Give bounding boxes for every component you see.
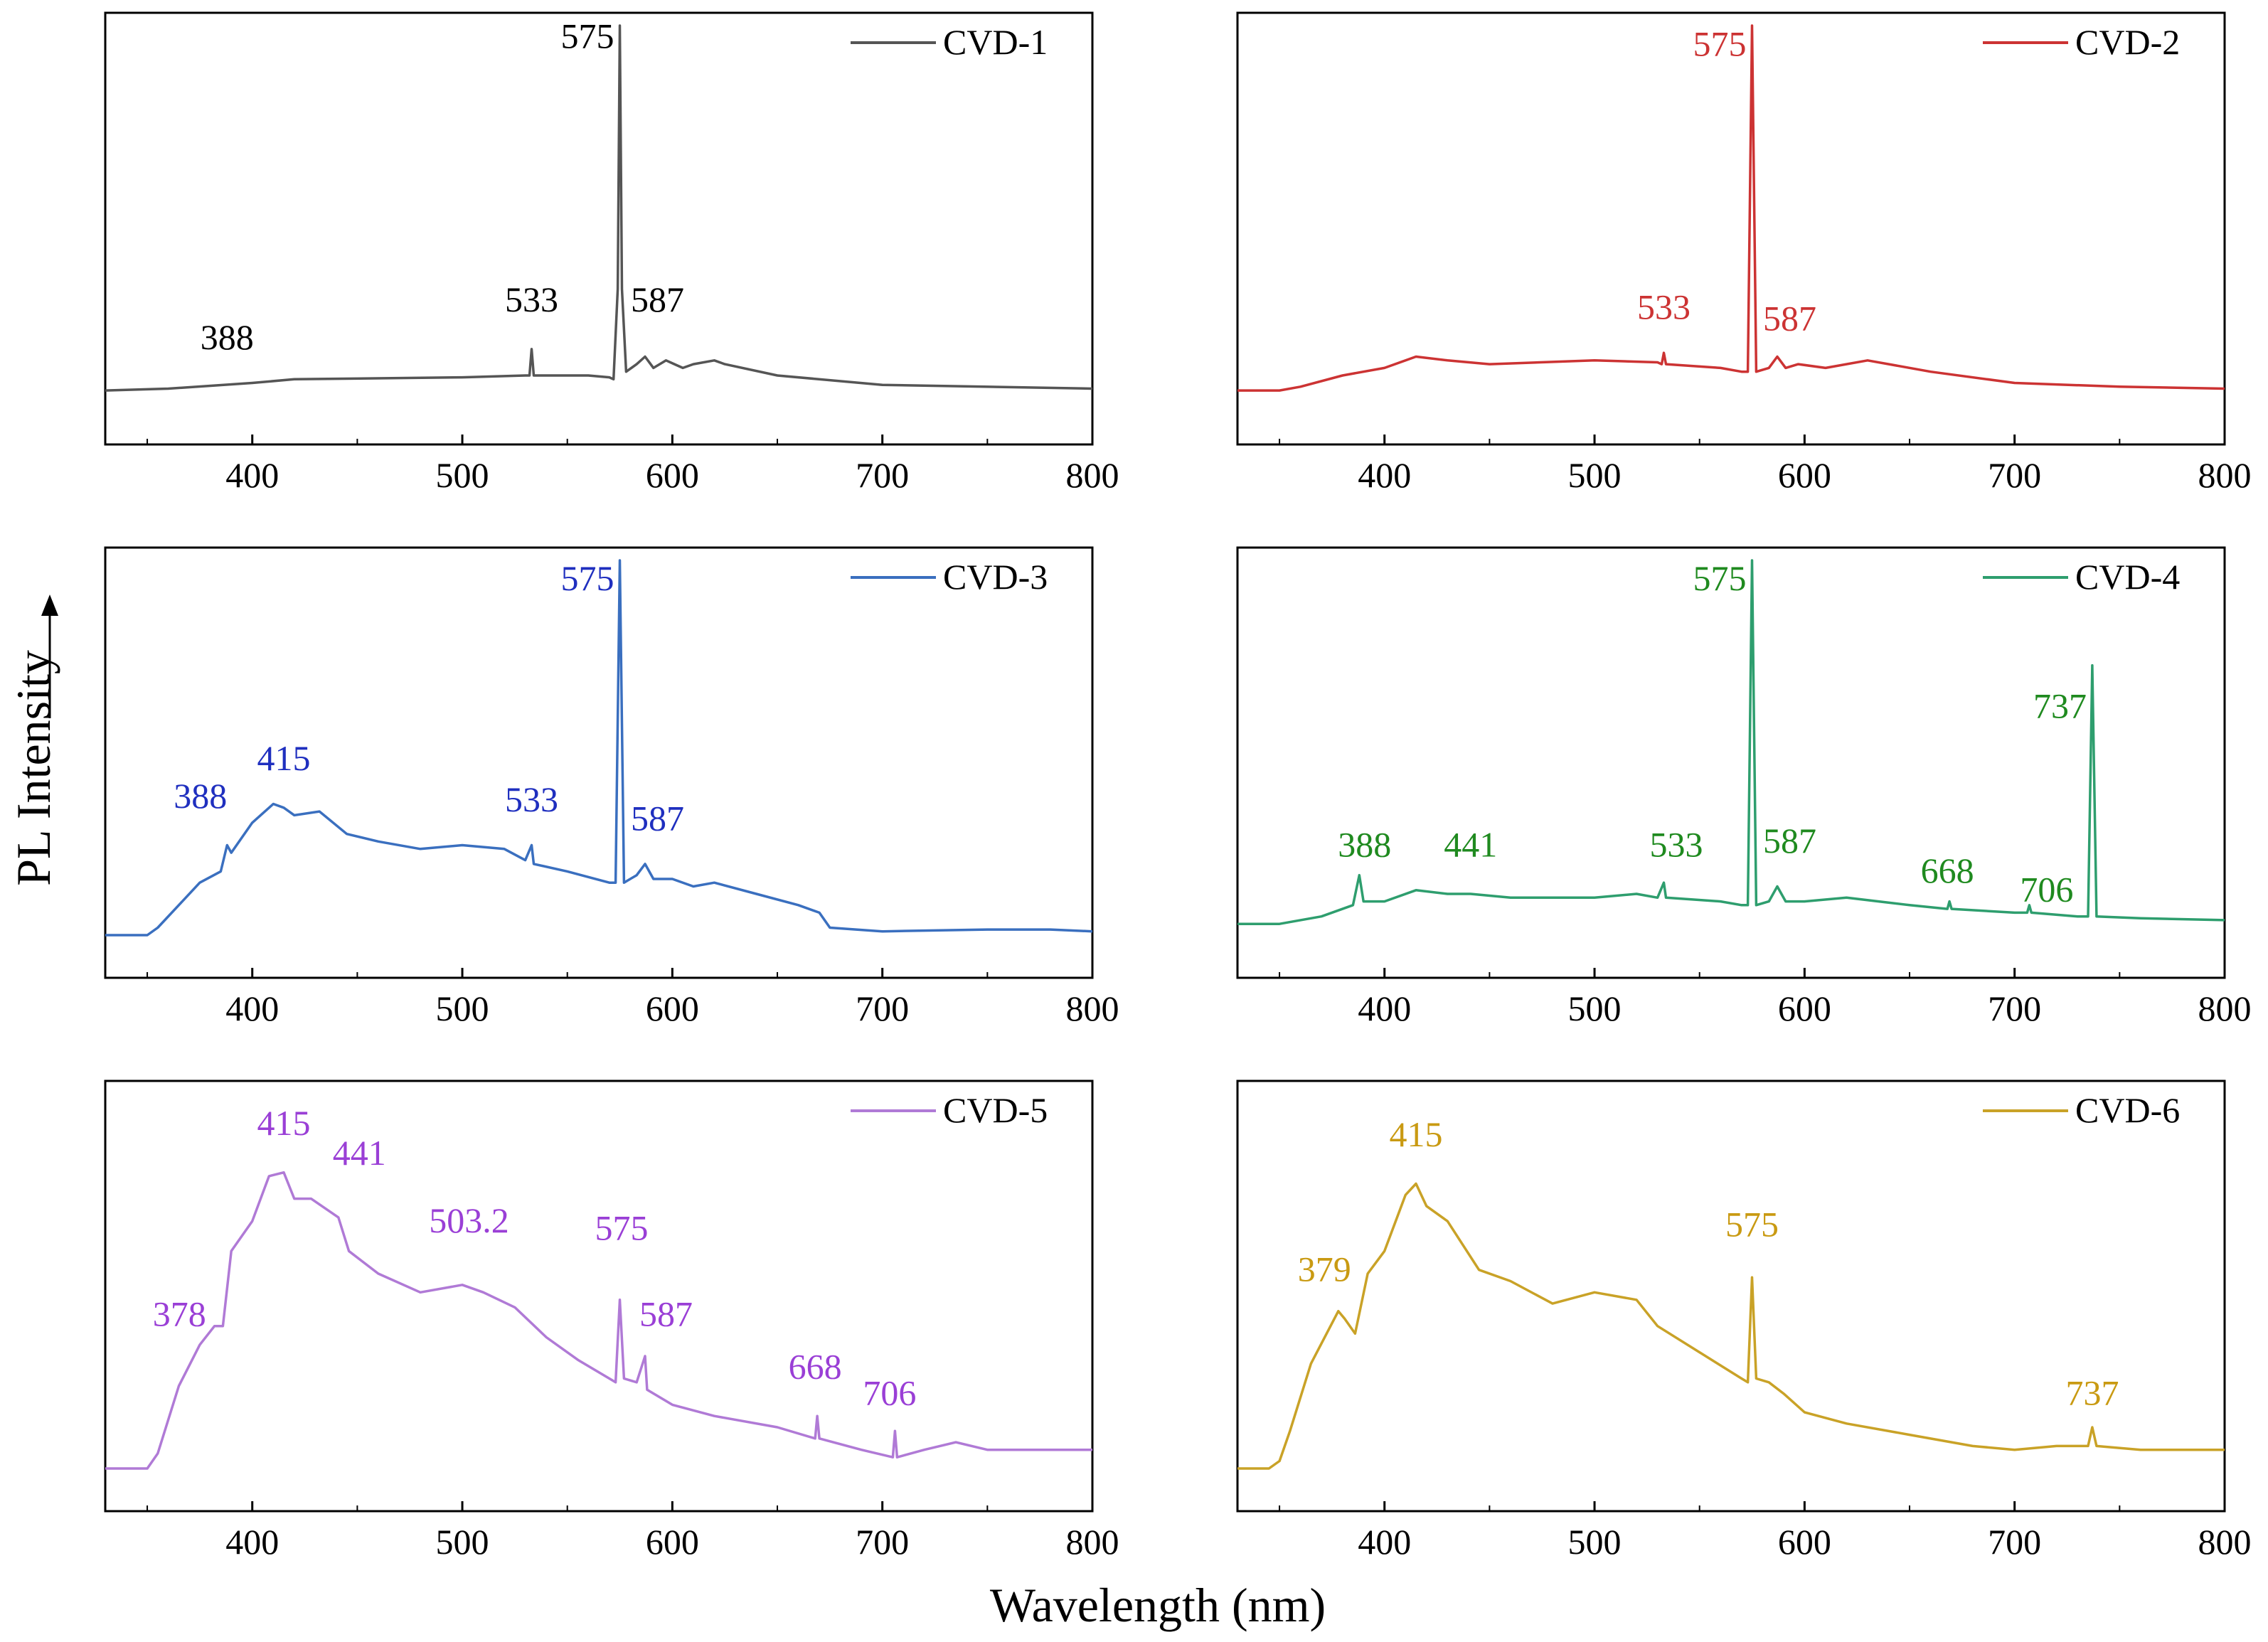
series-line-cvd-4 bbox=[1237, 559, 2225, 925]
peak-label-706: 706 bbox=[863, 1372, 916, 1412]
x-tick-label: 800 bbox=[1066, 988, 1119, 1028]
plot-frame bbox=[1236, 11, 2226, 446]
peak-label-533: 533 bbox=[505, 779, 558, 819]
peak-label-587: 587 bbox=[1763, 298, 1816, 338]
legend-label: CVD-6 bbox=[2075, 1090, 2180, 1130]
legend-label: CVD-3 bbox=[943, 557, 1048, 597]
peak-label-533: 533 bbox=[1649, 824, 1703, 864]
series-line-cvd-6 bbox=[1237, 1182, 2225, 1470]
x-tick-label: 500 bbox=[1568, 988, 1622, 1028]
peak-label-415: 415 bbox=[1390, 1114, 1443, 1154]
x-tick-label: 600 bbox=[1778, 1522, 1831, 1562]
series-line-cvd-1 bbox=[105, 24, 1093, 392]
peak-label-575: 575 bbox=[561, 16, 614, 56]
series-line-cvd-3 bbox=[105, 559, 1093, 937]
series-line-cvd-2 bbox=[1237, 24, 2225, 392]
panel-3: 400 500 600 700 800 388 415 533 575 587 CVD-3 bbox=[104, 546, 1119, 1028]
plot-frame bbox=[1236, 546, 2226, 979]
peak-label-668: 668 bbox=[1921, 851, 1974, 890]
peak-label-378: 378 bbox=[153, 1294, 206, 1334]
x-tick-label: 800 bbox=[2198, 455, 2252, 495]
plot-frame bbox=[104, 546, 1094, 979]
panel-5: 400 500 600 700 800 378 415 441 503.2 575 587 668 70… bbox=[104, 1079, 1119, 1562]
x-tick-label: 700 bbox=[856, 988, 909, 1028]
peak-label-575: 575 bbox=[561, 558, 614, 598]
x-tick-label: 600 bbox=[646, 455, 699, 495]
peak-label-575: 575 bbox=[1725, 1204, 1779, 1244]
peak-label-415: 415 bbox=[257, 1103, 311, 1143]
peak-label-587: 587 bbox=[1763, 821, 1816, 860]
x-tick-label: 600 bbox=[646, 988, 699, 1028]
x-tick-label: 400 bbox=[225, 455, 279, 495]
peak-label-441: 441 bbox=[1444, 824, 1497, 864]
peak-label-388: 388 bbox=[201, 317, 254, 357]
peak-label-575: 575 bbox=[1693, 23, 1747, 63]
peak-label-503.2: 503.2 bbox=[429, 1200, 509, 1240]
peak-label-737: 737 bbox=[2065, 1372, 2119, 1412]
peak-label-379: 379 bbox=[1298, 1249, 1351, 1289]
x-tick-label: 800 bbox=[2198, 1522, 2252, 1562]
peak-label-441: 441 bbox=[333, 1133, 386, 1173]
x-tick-label: 400 bbox=[1358, 455, 1411, 495]
legend-label: CVD-5 bbox=[943, 1090, 1048, 1130]
panel-1: 400 500 600 700 800 388 533 575 587 CVD-1 bbox=[104, 11, 1119, 495]
peak-label-388: 388 bbox=[1338, 824, 1391, 864]
x-tick-label: 700 bbox=[856, 1522, 909, 1562]
x-tick-label: 400 bbox=[225, 988, 279, 1028]
x-tick-label: 600 bbox=[646, 1522, 699, 1562]
plot-frame bbox=[1236, 1079, 2226, 1513]
x-tick-label: 800 bbox=[1066, 1522, 1119, 1562]
y-axis-title: PL Intensity bbox=[6, 650, 60, 886]
x-tick-label: 700 bbox=[1988, 988, 2041, 1028]
legend-label: CVD-4 bbox=[2075, 557, 2180, 597]
peak-label-587: 587 bbox=[631, 279, 684, 319]
legend-label: CVD-2 bbox=[2075, 22, 2180, 62]
legend-label: CVD-1 bbox=[943, 22, 1048, 62]
peak-label-706: 706 bbox=[2020, 870, 2073, 910]
x-tick-label: 400 bbox=[225, 1522, 279, 1562]
x-tick-label: 800 bbox=[1066, 455, 1119, 495]
peak-label-533: 533 bbox=[1637, 287, 1691, 327]
peak-label-533: 533 bbox=[505, 279, 558, 319]
panel-4: 400 500 600 700 800 388 441 533 575 587 668 706 737 C… bbox=[1236, 546, 2252, 1028]
x-tick-label: 700 bbox=[856, 455, 909, 495]
x-tick-label: 800 bbox=[2198, 988, 2252, 1028]
plot-frame bbox=[104, 1079, 1094, 1513]
x-tick-label: 600 bbox=[1778, 455, 1831, 495]
x-tick-label: 500 bbox=[1568, 455, 1622, 495]
panels-group: 400 500 600 700 800 388 533 575 587 CVD-1 400 500 60… bbox=[104, 11, 2252, 1562]
x-tick-label: 500 bbox=[436, 455, 489, 495]
peak-label-587: 587 bbox=[639, 1294, 693, 1334]
panel-2: 400 500 600 700 800 533 575 587 CVD-2 bbox=[1236, 11, 2252, 495]
x-tick-label: 400 bbox=[1358, 988, 1411, 1028]
x-tick-label: 700 bbox=[1988, 1522, 2041, 1562]
peak-label-388: 388 bbox=[174, 776, 227, 816]
y-axis-title-group: PL Intensity bbox=[6, 595, 60, 886]
plot-frame bbox=[104, 11, 1094, 446]
peak-label-575: 575 bbox=[1693, 558, 1747, 598]
x-tick-label: 700 bbox=[1988, 455, 2041, 495]
y-axis-title-arrowhead bbox=[41, 595, 58, 616]
panel-6: 400 500 600 700 800 379 415 575 737 CVD-6 bbox=[1236, 1079, 2252, 1562]
peak-label-575: 575 bbox=[595, 1208, 649, 1248]
x-axis-title: Wavelength (nm) bbox=[990, 1578, 1326, 1632]
peak-label-587: 587 bbox=[631, 798, 684, 838]
x-tick-label: 500 bbox=[436, 1522, 489, 1562]
peak-label-668: 668 bbox=[789, 1347, 842, 1387]
series-line-cvd-5 bbox=[105, 1171, 1092, 1470]
x-tick-label: 500 bbox=[436, 988, 489, 1028]
x-tick-label: 600 bbox=[1778, 988, 1831, 1028]
x-tick-label: 400 bbox=[1358, 1522, 1411, 1562]
peak-label-415: 415 bbox=[257, 738, 311, 778]
x-tick-label: 500 bbox=[1568, 1522, 1622, 1562]
peak-label-737: 737 bbox=[2033, 686, 2087, 725]
